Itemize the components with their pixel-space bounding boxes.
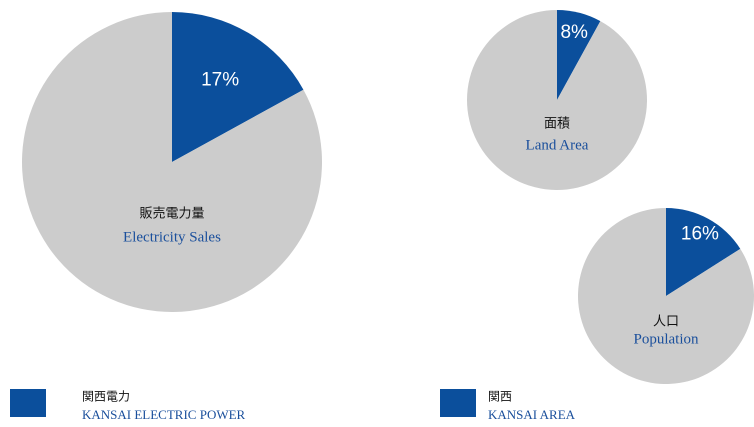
slice-label: 16%: [681, 223, 719, 244]
pie-subtitle: Electricity Sales: [123, 229, 221, 245]
pie-title: 販売電力量: [139, 206, 204, 222]
pie-subtitle: Population: [633, 331, 699, 347]
legend-label: 関西電力: [82, 390, 130, 404]
pie-slice: [172, 12, 304, 162]
pie-slice: [467, 10, 647, 190]
legend-swatch: [440, 389, 476, 417]
legend-label: 関西: [488, 390, 512, 404]
pie-subtitle: Land Area: [526, 137, 589, 153]
pie-slice: [22, 12, 323, 312]
slice-label: 17%: [201, 70, 239, 91]
legend-sublabel: KANSAI AREA: [488, 407, 576, 422]
slice-label: 8%: [560, 22, 588, 43]
pie-title: 人口: [653, 315, 679, 330]
pie-title: 面積: [544, 117, 570, 132]
pie-slice: [557, 10, 601, 100]
legend-swatch: [10, 389, 46, 417]
pie-slice: [666, 208, 741, 296]
pie-slice: [578, 208, 754, 385]
legend-sublabel: KANSAI ELECTRIC POWER: [82, 407, 246, 422]
